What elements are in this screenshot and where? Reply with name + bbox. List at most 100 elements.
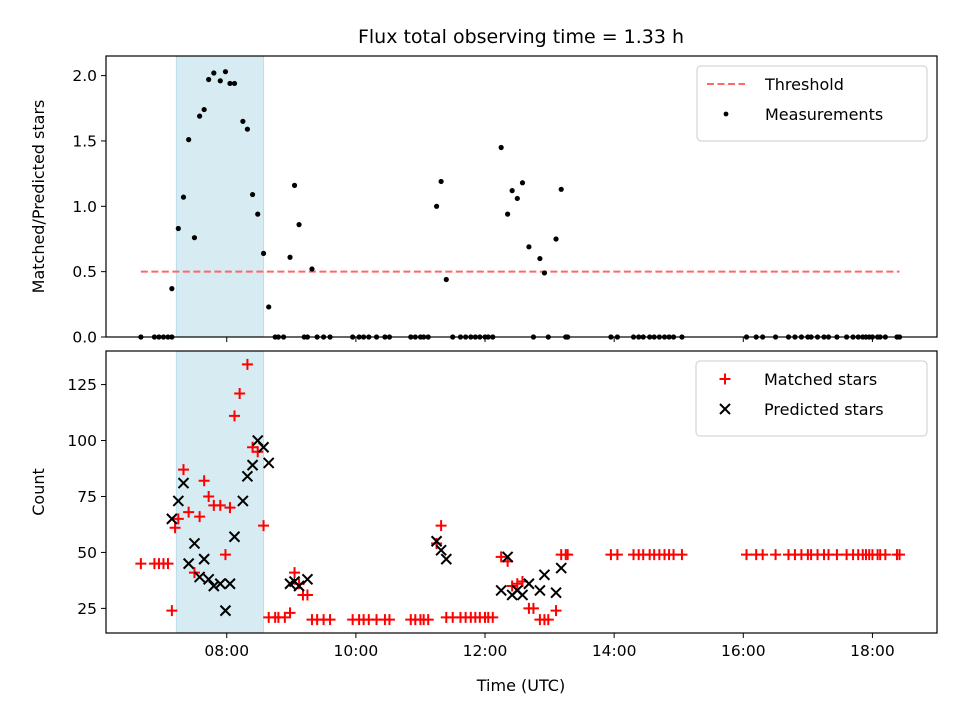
predicted-star-point bbox=[241, 470, 254, 483]
measurement-point bbox=[186, 137, 192, 143]
predicted-star-point bbox=[224, 578, 236, 590]
measurement-point bbox=[558, 186, 564, 192]
measurement-point bbox=[505, 211, 511, 217]
legend-swatch bbox=[719, 373, 731, 385]
measurement-point bbox=[498, 144, 504, 151]
measurement-point bbox=[519, 180, 526, 186]
axes-frame bbox=[105, 350, 938, 634]
matched-star-point bbox=[214, 499, 226, 511]
y-tick-label: 125 bbox=[67, 376, 97, 394]
x-tick-label: 12:00 bbox=[463, 642, 508, 660]
measurement-point bbox=[433, 203, 440, 209]
measurement-point bbox=[541, 270, 548, 276]
legend-label: Measurements bbox=[765, 105, 883, 124]
measurement-point bbox=[266, 304, 272, 310]
predicted-star-point bbox=[440, 553, 452, 565]
x-tick-label: 18:00 bbox=[850, 642, 895, 660]
y-tick-label: 1.0 bbox=[72, 198, 97, 216]
shaded-span bbox=[175, 350, 265, 634]
matched-star-point bbox=[166, 605, 178, 617]
predicted-star-point bbox=[219, 604, 232, 617]
predicted-star-point bbox=[516, 589, 529, 601]
measurement-point bbox=[537, 255, 543, 262]
predicted-star-point bbox=[202, 573, 215, 585]
predicted-star-point bbox=[501, 551, 514, 563]
predicted-star-point bbox=[523, 578, 535, 590]
y-axis-label: Count bbox=[29, 468, 48, 516]
matched-star-point bbox=[194, 511, 206, 523]
predicted-star-point bbox=[257, 441, 270, 453]
measurement-point bbox=[206, 76, 212, 83]
y-tick-label: 0.5 bbox=[72, 263, 97, 281]
measurement-point bbox=[231, 80, 238, 87]
matched-star-point bbox=[183, 506, 195, 518]
predicted-star-point bbox=[228, 531, 241, 543]
matched-star-point bbox=[301, 589, 313, 601]
matched-star-point bbox=[324, 614, 336, 626]
predicted-star-point bbox=[237, 495, 249, 507]
flux-ratio-panel: 0.0 0.5 1.0 1.5 2.0 Matched/Predicted stars Th… bbox=[29, 55, 938, 347]
predicted-star-point bbox=[495, 584, 507, 597]
x-tick-label: 08:00 bbox=[204, 642, 249, 660]
measurement-point bbox=[240, 118, 246, 124]
measurement-point bbox=[249, 191, 256, 198]
y-tick-label: 75 bbox=[77, 488, 97, 506]
measurement-point bbox=[217, 78, 223, 84]
y-tick-label: 100 bbox=[67, 432, 97, 450]
matched-star-point bbox=[169, 522, 181, 534]
x-tick-label: 16:00 bbox=[721, 642, 766, 660]
matched-star-point bbox=[219, 549, 231, 561]
matched-star-point bbox=[527, 602, 539, 614]
predicted-star-point bbox=[172, 495, 185, 507]
matched-star-point bbox=[241, 358, 253, 370]
measurement-point bbox=[509, 188, 515, 194]
matched-star-point bbox=[435, 520, 447, 532]
matched-star-point bbox=[162, 558, 174, 570]
legend-box bbox=[696, 65, 928, 142]
predicted-star-point bbox=[193, 571, 206, 583]
y-tick-label: 1.5 bbox=[72, 132, 97, 150]
predicted-star-point bbox=[301, 573, 314, 585]
matched-star-point bbox=[770, 549, 782, 561]
shaded-span bbox=[175, 55, 265, 338]
y-tick-label: 25 bbox=[77, 600, 97, 618]
matched-star-point bbox=[224, 502, 236, 514]
matched-star-point bbox=[495, 551, 507, 563]
predicted-star-point bbox=[293, 580, 305, 592]
predicted-star-point bbox=[182, 557, 195, 570]
matched-star-point bbox=[879, 549, 891, 561]
predicted-star-point bbox=[263, 457, 275, 469]
predicted-star-point bbox=[198, 553, 210, 565]
matched-star-point bbox=[135, 558, 147, 570]
matched-star-point bbox=[511, 578, 523, 590]
predicted-star-point bbox=[188, 537, 201, 550]
matched-star-point bbox=[284, 607, 296, 619]
legend-swatch bbox=[723, 111, 729, 117]
measurement-point bbox=[222, 69, 229, 75]
predicted-star-point bbox=[538, 569, 551, 581]
matched-star-point bbox=[258, 520, 270, 532]
matched-star-point bbox=[383, 614, 395, 626]
legend-swatch bbox=[719, 403, 731, 415]
measurement-point bbox=[309, 266, 315, 272]
predicted-star-point bbox=[555, 562, 567, 574]
matched-star-point bbox=[228, 410, 240, 422]
measurement-point bbox=[180, 194, 187, 200]
measurement-point bbox=[514, 195, 520, 202]
matched-star-point bbox=[550, 605, 562, 617]
x-tick-label: 10:00 bbox=[334, 642, 379, 660]
legend-box bbox=[695, 360, 928, 437]
matched-star-point bbox=[676, 549, 688, 561]
matched-star-point bbox=[289, 567, 301, 579]
predicted-star-point bbox=[246, 459, 259, 471]
axes-frame bbox=[105, 55, 938, 338]
measurement-point bbox=[169, 286, 175, 292]
matched-star-point bbox=[542, 614, 554, 626]
y-tick-label: 2.0 bbox=[72, 67, 97, 85]
measurement-point bbox=[175, 225, 181, 232]
measurement-point bbox=[260, 250, 267, 256]
measurement-point bbox=[443, 276, 449, 283]
matched-star-point bbox=[422, 614, 434, 626]
legend-label: Matched stars bbox=[764, 370, 877, 389]
